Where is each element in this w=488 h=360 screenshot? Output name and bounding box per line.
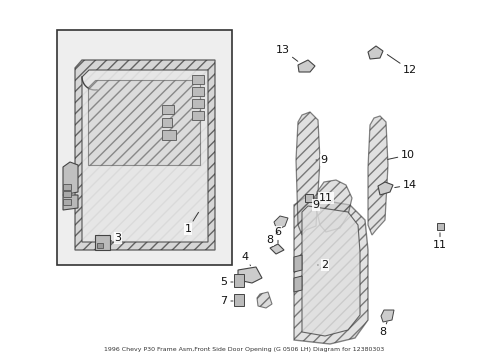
Polygon shape [273, 216, 287, 230]
Text: 7: 7 [220, 296, 232, 306]
Bar [436, 223, 443, 230]
Bar [192, 87, 203, 96]
Bar [234, 274, 244, 287]
Text: 2: 2 [317, 260, 328, 270]
Bar [63, 191, 71, 197]
Bar [192, 75, 203, 84]
Text: 4: 4 [241, 252, 250, 266]
Polygon shape [297, 60, 314, 72]
Polygon shape [293, 198, 367, 344]
Polygon shape [95, 235, 110, 250]
Polygon shape [75, 60, 215, 250]
Bar [162, 130, 176, 140]
Polygon shape [293, 255, 302, 272]
Text: 1996 Chevy P30 Frame Asm,Front Side Door Opening (G 0506 LH) Diagram for 1238030: 1996 Chevy P30 Frame Asm,Front Side Door… [103, 347, 384, 352]
Text: 1: 1 [184, 212, 198, 234]
Polygon shape [82, 70, 207, 242]
Text: 8: 8 [379, 322, 386, 337]
Bar [305, 194, 312, 202]
Polygon shape [315, 180, 351, 232]
Polygon shape [367, 116, 387, 235]
Polygon shape [269, 244, 284, 254]
Text: 6: 6 [274, 227, 281, 243]
Bar [63, 184, 71, 190]
Polygon shape [257, 292, 271, 308]
Bar [192, 99, 203, 108]
Polygon shape [295, 112, 319, 235]
Text: 9: 9 [312, 200, 319, 210]
Bar [162, 105, 174, 114]
Polygon shape [238, 267, 262, 283]
Bar [57, 30, 231, 265]
Text: 11: 11 [432, 233, 446, 250]
Text: 10: 10 [387, 150, 414, 160]
Text: 9: 9 [315, 155, 327, 165]
Polygon shape [88, 80, 200, 165]
Bar [234, 294, 244, 306]
Text: 11: 11 [313, 193, 332, 203]
Bar [192, 111, 203, 120]
Polygon shape [380, 310, 393, 322]
Text: 12: 12 [386, 55, 416, 75]
Text: 3: 3 [110, 233, 121, 243]
Polygon shape [63, 195, 78, 210]
Polygon shape [302, 206, 359, 336]
Bar [97, 243, 103, 248]
Polygon shape [63, 162, 78, 195]
Bar [63, 199, 71, 205]
Bar [162, 118, 172, 127]
Text: 14: 14 [394, 180, 416, 190]
Text: 8: 8 [266, 232, 278, 245]
Text: 13: 13 [275, 45, 297, 61]
Text: 5: 5 [220, 277, 232, 287]
Polygon shape [293, 276, 302, 292]
Polygon shape [367, 46, 382, 59]
Polygon shape [377, 182, 392, 195]
